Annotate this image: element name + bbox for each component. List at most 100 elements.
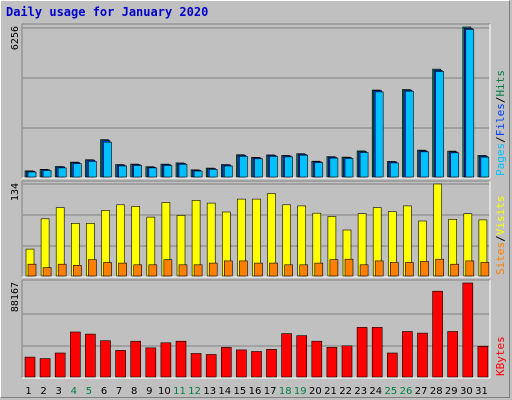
bar-kbytes-day-17 [266,349,277,378]
legend-entry: / [494,136,507,143]
legend-entry: Pages [494,143,507,176]
bar-sites-day-16 [254,262,263,277]
legend-entry: KBytes [494,336,507,376]
bar-kbytes-day-22 [341,345,353,378]
bar-sites-day-28 [435,258,444,277]
bar-pages-day-20 [314,162,324,178]
day-label-12: 12 [188,386,201,397]
bar-kbytes-day-2 [39,358,51,378]
bar-sites-day-2 [42,267,52,277]
bar-sites-day-27 [420,261,429,277]
day-label-19: 19 [294,386,307,397]
bar-sites-day-29 [450,263,460,277]
day-label-9: 9 [146,386,152,397]
bar-pages-day-19 [299,154,309,178]
legend-bottom: KBytes [494,336,507,376]
bar-pages-day-14 [224,165,233,178]
bar-pages-day-22 [344,158,354,178]
day-label-29: 29 [445,386,458,397]
bar-pages-day-16 [254,158,263,178]
bar-kbytes-day-8 [130,340,141,378]
bar-pages-day-12 [193,170,203,178]
bar-sites-day-19 [299,264,309,277]
bar-pages-day-17 [269,156,278,178]
bar-kbytes-day-27 [417,332,428,378]
bar-pages-day-9 [148,167,158,178]
day-label-10: 10 [158,386,171,397]
bar-kbytes-day-20 [311,340,323,378]
bar-kbytes-day-16 [251,351,262,378]
bar-kbytes-day-24 [371,327,383,378]
bar-sites-day-17 [269,262,278,277]
bar-pages-day-29 [450,152,460,178]
bar-pages-day-4 [73,163,82,178]
bar-pages-day-25 [389,162,399,178]
day-label-23: 23 [354,386,367,397]
bar-pages-day-13 [208,169,218,178]
day-label-7: 7 [116,386,122,397]
bar-sites-day-11 [178,264,188,277]
chart-title: Daily usage for January 2020 [6,5,209,19]
bar-sites-day-31 [480,262,490,277]
bar-sites-day-9 [148,264,158,277]
day-label-30: 30 [460,386,473,397]
bar-kbytes-day-10 [160,342,172,378]
day-label-18: 18 [279,386,292,397]
bar-kbytes-day-23 [356,327,368,378]
bar-pages-day-21 [329,157,339,178]
bar-pages-day-31 [480,156,490,178]
bar-sites-day-7 [118,262,127,277]
bar-pages-day-5 [88,161,97,178]
legend-entry: Files [494,103,507,136]
bar-kbytes-day-3 [54,352,66,378]
day-label-16: 16 [249,386,262,397]
bar-kbytes-day-6 [100,340,111,378]
bar-pages-day-23 [359,152,369,178]
bar-sites-day-23 [359,264,369,277]
panel-bottom: 88167 KBytes [10,279,507,379]
legend-middle: Sites/Visits [494,196,507,276]
bar-kbytes-day-7 [115,350,126,378]
day-label-22: 22 [339,386,352,397]
bar-pages-day-6 [103,141,112,178]
max-label-bottom: 88167 [10,282,21,312]
bar-kbytes-day-30 [462,282,474,378]
day-label-21: 21 [324,386,337,397]
max-label-top: 6256 [10,26,21,50]
legend-entry: Visits [494,196,507,236]
bar-pages-day-26 [405,90,414,178]
legend-entry: Hits [494,70,507,97]
legend-top: Pages/Files/Hits [494,70,507,176]
bar-sites-day-4 [73,264,82,277]
bar-sites-day-18 [284,264,293,277]
day-label-27: 27 [415,386,428,397]
day-label-1: 1 [25,386,31,397]
day-label-31: 31 [475,386,488,397]
bar-sites-day-6 [103,262,112,277]
bar-sites-day-10 [163,259,173,277]
bar-sites-day-8 [133,264,142,277]
bar-kbytes-day-28 [432,290,443,378]
bar-pages-day-11 [178,164,188,178]
bar-pages-day-7 [118,165,127,178]
bar-sites-day-22 [344,258,354,277]
bar-kbytes-day-1 [24,356,36,378]
bar-kbytes-day-5 [85,333,96,378]
bar-pages-day-24 [374,91,384,178]
bar-pages-day-2 [42,170,52,178]
bar-pages-day-1 [27,171,37,178]
bar-kbytes-day-19 [296,335,308,378]
legend-entry: / [494,235,507,242]
day-label-15: 15 [234,386,247,397]
bar-kbytes-day-26 [402,331,413,378]
day-label-8: 8 [131,386,137,397]
bar-sites-day-5 [88,259,97,277]
day-label-25: 25 [385,386,398,397]
day-label-2: 2 [40,386,46,397]
bar-sites-day-14 [224,260,233,277]
bar-kbytes-day-9 [145,347,157,378]
bar-sites-day-3 [57,263,67,277]
day-label-28: 28 [430,386,443,397]
